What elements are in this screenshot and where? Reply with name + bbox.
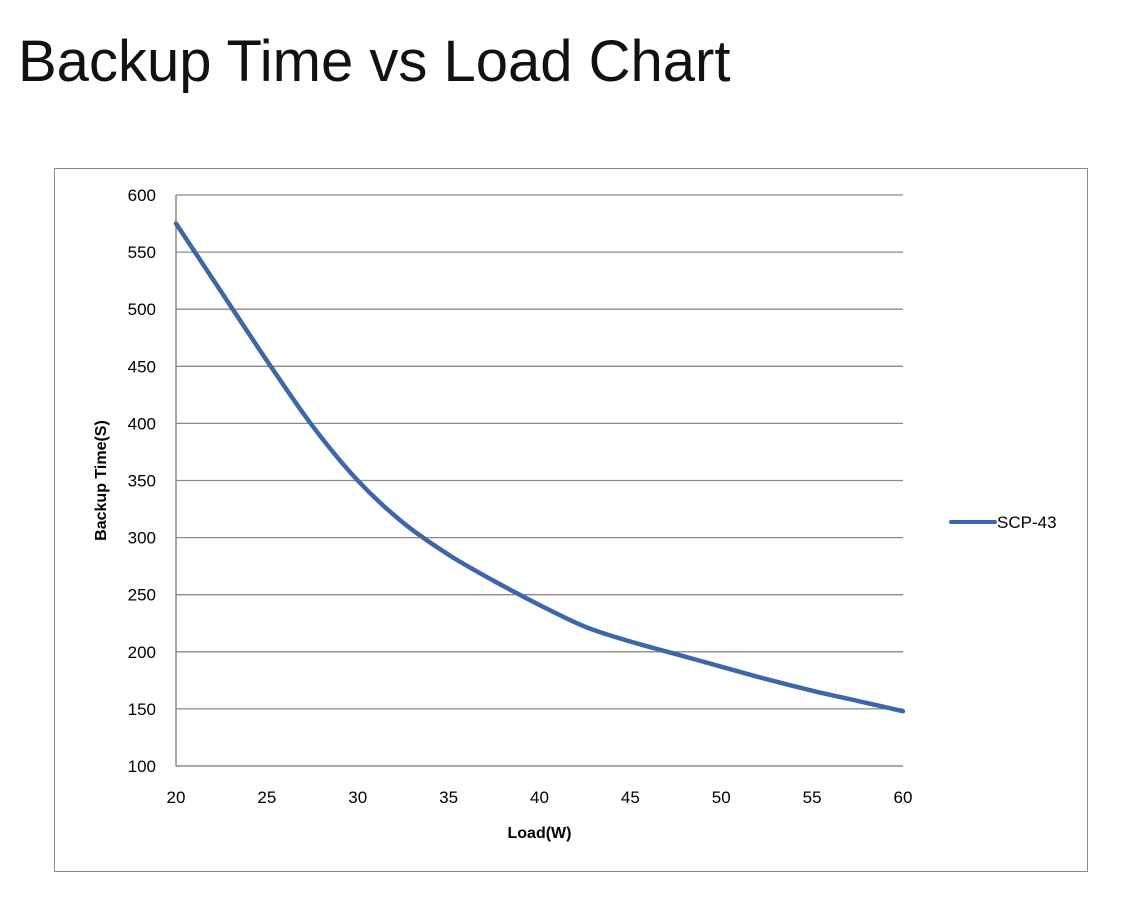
y-tick-label: 500 (128, 300, 156, 319)
y-tick-label: 250 (128, 586, 156, 605)
x-tick-label: 45 (621, 788, 640, 807)
y-tick-label: 400 (128, 414, 156, 433)
legend-label-scp-43: SCP-43 (997, 513, 1057, 532)
y-tick-label: 200 (128, 643, 156, 662)
line-chart: 100 150 200 250 300 350 400 450 500 550 600 20 25 30… (93, 186, 1057, 842)
y-axis-title: Backup Time(S) (93, 420, 110, 541)
x-tick-labels: 20 25 30 35 40 45 50 55 60 (167, 788, 913, 807)
chart-frame: 100 150 200 250 300 350 400 450 500 550 600 20 25 30… (54, 168, 1088, 872)
x-tick-label: 35 (439, 788, 458, 807)
x-tick-label: 50 (712, 788, 731, 807)
y-tick-label: 100 (128, 757, 156, 776)
x-tick-label: 40 (530, 788, 549, 807)
x-tick-label: 25 (257, 788, 276, 807)
y-tick-label: 450 (128, 357, 156, 376)
series-layer (173, 221, 906, 714)
x-axis-title: Load(W) (508, 825, 572, 842)
x-tick-label: 30 (348, 788, 367, 807)
series-line-scp-43 (173, 221, 906, 714)
axes (175, 195, 903, 767)
page-title: Backup Time vs Load Chart (18, 29, 731, 94)
y-tick-label: 550 (128, 243, 156, 262)
legend: SCP-43 (949, 513, 1057, 532)
y-tick-label: 150 (128, 700, 156, 719)
y-tick-label: 350 (128, 472, 156, 491)
x-tick-label: 20 (167, 788, 186, 807)
y-tick-labels: 100 150 200 250 300 350 400 450 500 550 600 (128, 186, 156, 776)
y-tick-label: 600 (128, 186, 156, 205)
x-tick-label: 55 (803, 788, 822, 807)
y-tick-label: 300 (128, 529, 156, 548)
x-tick-label: 60 (894, 788, 913, 807)
gridlines (176, 194, 903, 710)
